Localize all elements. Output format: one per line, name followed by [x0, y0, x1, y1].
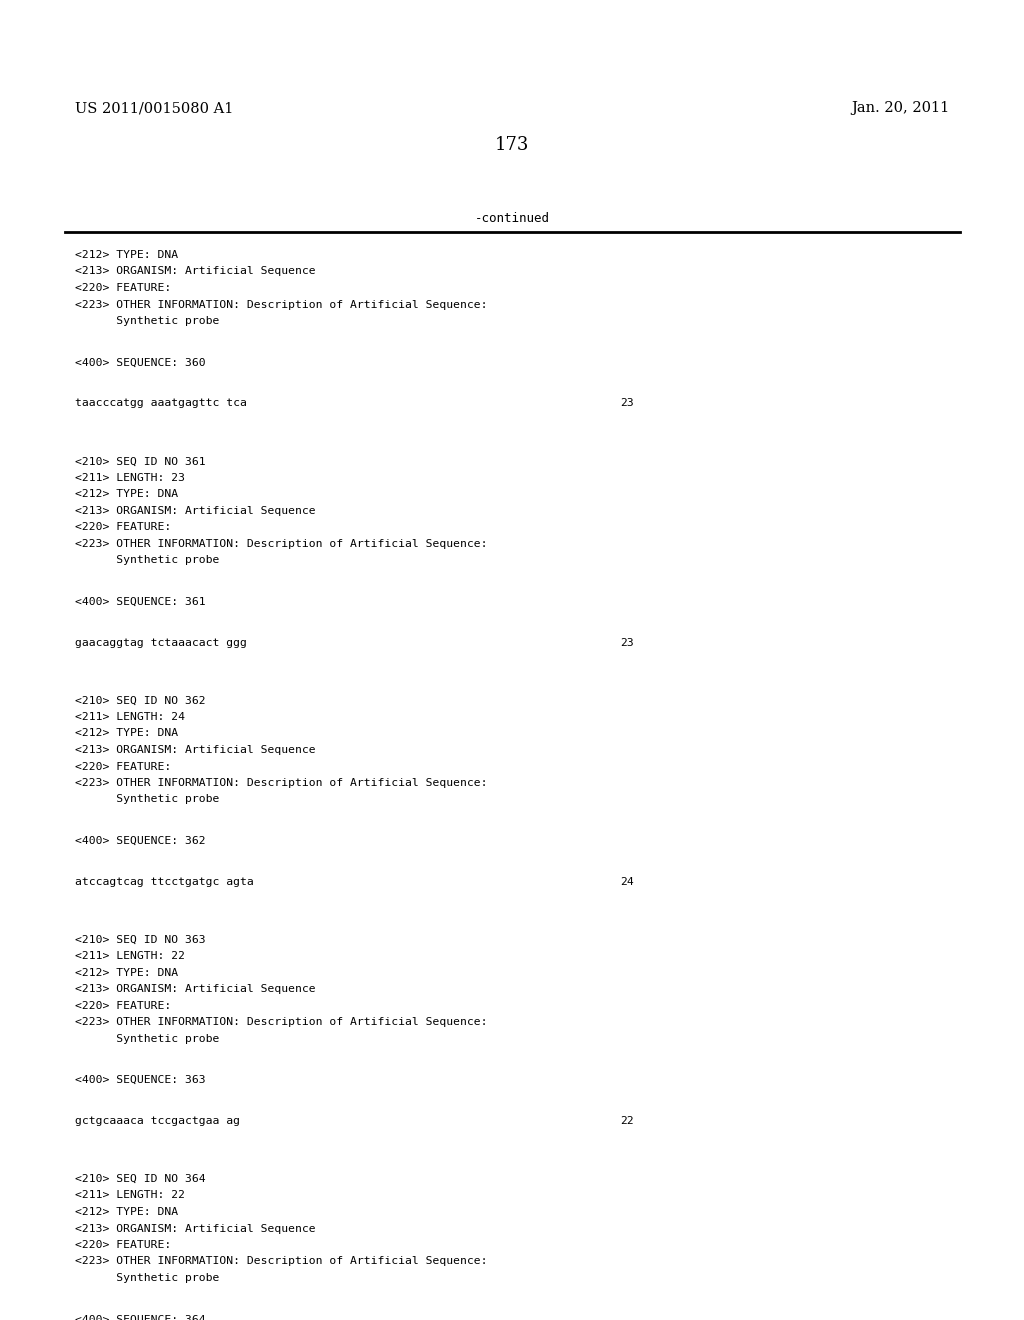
Text: <213> ORGANISM: Artificial Sequence: <213> ORGANISM: Artificial Sequence: [75, 744, 315, 755]
Text: <211> LENGTH: 23: <211> LENGTH: 23: [75, 473, 185, 483]
Text: <210> SEQ ID NO 361: <210> SEQ ID NO 361: [75, 457, 206, 466]
Text: Synthetic probe: Synthetic probe: [75, 1034, 219, 1044]
Text: <213> ORGANISM: Artificial Sequence: <213> ORGANISM: Artificial Sequence: [75, 506, 315, 516]
Text: 22: 22: [620, 1117, 634, 1126]
Text: gctgcaaaca tccgactgaa ag: gctgcaaaca tccgactgaa ag: [75, 1117, 240, 1126]
Text: Synthetic probe: Synthetic probe: [75, 1272, 219, 1283]
Text: <400> SEQUENCE: 364: <400> SEQUENCE: 364: [75, 1315, 206, 1320]
Text: 23: 23: [620, 638, 634, 648]
Text: <211> LENGTH: 24: <211> LENGTH: 24: [75, 711, 185, 722]
Text: <211> LENGTH: 22: <211> LENGTH: 22: [75, 1191, 185, 1200]
Text: <212> TYPE: DNA: <212> TYPE: DNA: [75, 490, 178, 499]
Text: atccagtcag ttcctgatgc agta: atccagtcag ttcctgatgc agta: [75, 876, 254, 887]
Text: <212> TYPE: DNA: <212> TYPE: DNA: [75, 729, 178, 738]
Text: Synthetic probe: Synthetic probe: [75, 315, 219, 326]
Text: gaacaggtag tctaaacact ggg: gaacaggtag tctaaacact ggg: [75, 638, 247, 648]
Text: <223> OTHER INFORMATION: Description of Artificial Sequence:: <223> OTHER INFORMATION: Description of …: [75, 539, 487, 549]
Text: <210> SEQ ID NO 363: <210> SEQ ID NO 363: [75, 935, 206, 945]
Text: Jan. 20, 2011: Jan. 20, 2011: [852, 102, 950, 115]
Text: <220> FEATURE:: <220> FEATURE:: [75, 523, 171, 532]
Text: US 2011/0015080 A1: US 2011/0015080 A1: [75, 102, 233, 115]
Text: <400> SEQUENCE: 360: <400> SEQUENCE: 360: [75, 358, 206, 367]
Text: Synthetic probe: Synthetic probe: [75, 795, 219, 804]
Text: <210> SEQ ID NO 362: <210> SEQ ID NO 362: [75, 696, 206, 705]
Text: 24: 24: [620, 876, 634, 887]
Text: <223> OTHER INFORMATION: Description of Artificial Sequence:: <223> OTHER INFORMATION: Description of …: [75, 777, 487, 788]
Text: -continued: -continued: [474, 211, 550, 224]
Text: <220> FEATURE:: <220> FEATURE:: [75, 1001, 171, 1011]
Text: <400> SEQUENCE: 363: <400> SEQUENCE: 363: [75, 1074, 206, 1085]
Text: <213> ORGANISM: Artificial Sequence: <213> ORGANISM: Artificial Sequence: [75, 267, 315, 276]
Text: <220> FEATURE:: <220> FEATURE:: [75, 1239, 171, 1250]
Text: <211> LENGTH: 22: <211> LENGTH: 22: [75, 952, 185, 961]
Text: <213> ORGANISM: Artificial Sequence: <213> ORGANISM: Artificial Sequence: [75, 1224, 315, 1233]
Text: <212> TYPE: DNA: <212> TYPE: DNA: [75, 249, 178, 260]
Text: <400> SEQUENCE: 361: <400> SEQUENCE: 361: [75, 597, 206, 606]
Text: <212> TYPE: DNA: <212> TYPE: DNA: [75, 1206, 178, 1217]
Text: <220> FEATURE:: <220> FEATURE:: [75, 762, 171, 771]
Text: <223> OTHER INFORMATION: Description of Artificial Sequence:: <223> OTHER INFORMATION: Description of …: [75, 1257, 487, 1266]
Text: 173: 173: [495, 136, 529, 154]
Text: <210> SEQ ID NO 364: <210> SEQ ID NO 364: [75, 1173, 206, 1184]
Text: <223> OTHER INFORMATION: Description of Artificial Sequence:: <223> OTHER INFORMATION: Description of …: [75, 300, 487, 309]
Text: <213> ORGANISM: Artificial Sequence: <213> ORGANISM: Artificial Sequence: [75, 985, 315, 994]
Text: <212> TYPE: DNA: <212> TYPE: DNA: [75, 968, 178, 978]
Text: taacccatgg aaatgagttc tca: taacccatgg aaatgagttc tca: [75, 399, 247, 408]
Text: Synthetic probe: Synthetic probe: [75, 556, 219, 565]
Text: 23: 23: [620, 399, 634, 408]
Text: <223> OTHER INFORMATION: Description of Artificial Sequence:: <223> OTHER INFORMATION: Description of …: [75, 1018, 487, 1027]
Text: <220> FEATURE:: <220> FEATURE:: [75, 282, 171, 293]
Text: <400> SEQUENCE: 362: <400> SEQUENCE: 362: [75, 836, 206, 846]
